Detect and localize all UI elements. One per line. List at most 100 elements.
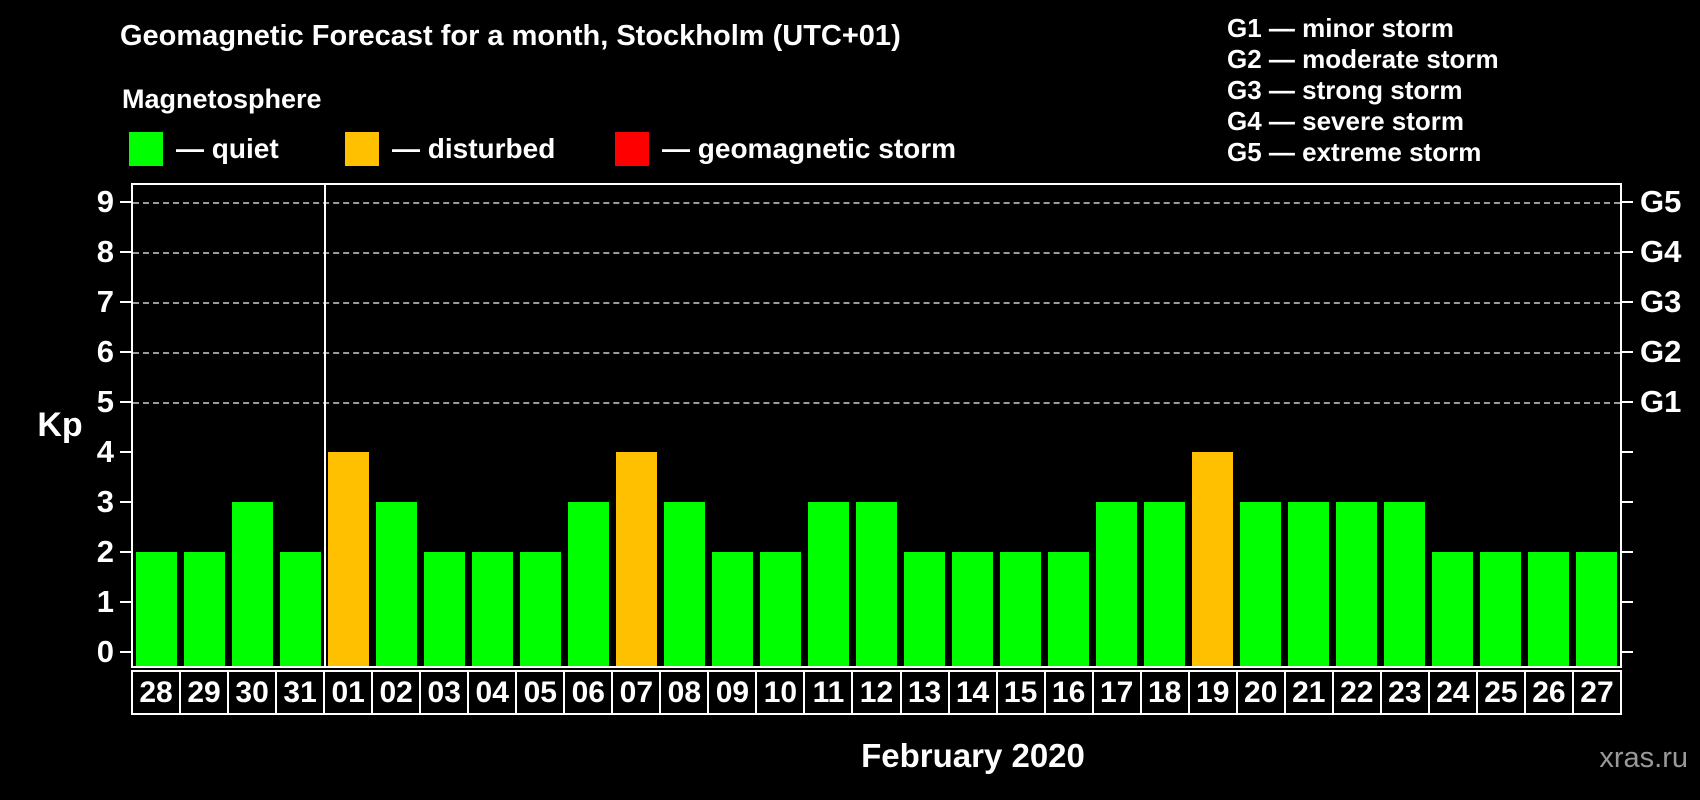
bar-18 (1143, 502, 1185, 666)
bar-27 (1575, 552, 1617, 666)
bar-05 (520, 552, 562, 666)
x-tick-label-05: 05 (517, 672, 566, 713)
bar-30 (232, 502, 274, 666)
x-tick-label-22: 22 (1334, 672, 1382, 713)
legend-label-disturbed: — disturbed (392, 133, 556, 164)
y-axis-tick-left (120, 651, 131, 653)
gridline-kp9 (133, 202, 1620, 204)
y-axis-tick-left (120, 551, 131, 553)
y-axis-tick-left (120, 601, 131, 603)
y-tick-label-6: 6 (96, 334, 114, 369)
y-tick-label-5: 5 (96, 384, 114, 419)
x-tick-label-08: 08 (661, 672, 710, 713)
y-axis-tick-right (1622, 251, 1633, 253)
y-tick-label-4: 4 (96, 434, 114, 469)
bar-13 (903, 552, 945, 666)
x-tick-label-24: 24 (1430, 672, 1478, 713)
y-axis-tick-left (120, 401, 131, 403)
x-tick-label-02: 02 (373, 672, 422, 713)
x-tick-label-20: 20 (1238, 672, 1286, 713)
y-tick-label-3: 3 (96, 484, 114, 519)
legend-label-storm: — geomagnetic storm (662, 133, 957, 164)
y-axis-tick-right (1622, 351, 1633, 353)
y-axis-tick-right (1622, 601, 1633, 603)
bar-20 (1239, 502, 1281, 666)
y-axis-tick-left (120, 301, 131, 303)
y-tick-label-1: 1 (96, 584, 114, 619)
bar-11 (808, 502, 850, 666)
x-tick-label-03: 03 (421, 672, 470, 713)
bar-23 (1383, 502, 1425, 666)
x-tick-label-29: 29 (181, 672, 230, 713)
x-tick-label-06: 06 (565, 672, 614, 713)
g-legend-item-g1: G1 — minor storm (1227, 13, 1454, 43)
y-axis-tick-right (1622, 401, 1633, 403)
x-tick-label-04: 04 (469, 672, 518, 713)
g-scale-legend: G1 — minor storm G2 — moderate storm G3 … (1227, 13, 1499, 168)
watermark: xras.ru (1599, 742, 1688, 774)
x-tick-label-16: 16 (1046, 672, 1094, 713)
chart-title: Geomagnetic Forecast for a month, Stockh… (120, 20, 901, 52)
y-axis-tick-left (120, 501, 131, 503)
bar-16 (1047, 552, 1089, 666)
bar-17 (1095, 502, 1137, 666)
x-tick-label-19: 19 (1190, 672, 1238, 713)
y-axis-tick-left (120, 251, 131, 253)
bar-06 (568, 502, 610, 666)
legend-item-storm: — geomagnetic storm (615, 132, 956, 166)
bar-12 (856, 502, 897, 666)
x-tick-label-17: 17 (1094, 672, 1142, 713)
bar-01 (328, 452, 370, 666)
legend-item-quiet: — quiet (129, 132, 279, 166)
y-axis-tick-right (1622, 501, 1633, 503)
y-axis-tick-right (1622, 301, 1633, 303)
g-legend-item-g3: G3 — strong storm (1227, 75, 1463, 105)
x-tick-label-21: 21 (1286, 672, 1334, 713)
bar-04 (472, 552, 514, 666)
legend-swatch-quiet (129, 132, 163, 166)
bar-21 (1287, 502, 1329, 666)
legend-swatch-disturbed (345, 132, 379, 166)
bar-03 (424, 552, 466, 666)
right-axis-label-g2: G2 (1640, 334, 1682, 369)
month-label: February 2020 (861, 737, 1085, 774)
bar-09 (712, 552, 754, 666)
x-tick-label-07: 07 (613, 672, 662, 713)
y-tick-label-2: 2 (96, 534, 114, 569)
bar-31 (280, 552, 322, 666)
bar-26 (1527, 552, 1569, 666)
x-tick-label-26: 26 (1526, 672, 1574, 713)
x-axis-labels: 28 29 30 31 01 02 03 04 05 06 07 08 09 10 11 12 13 14 15 16… (131, 670, 1622, 715)
bar-10 (760, 552, 802, 666)
y-tick-label-0: 0 (96, 634, 114, 669)
gridline-kp7 (133, 302, 1620, 304)
g-legend-item-g4: G4 — severe storm (1227, 106, 1465, 136)
gridline-kp8 (133, 252, 1620, 254)
x-tick-label-31: 31 (277, 672, 326, 713)
x-tick-label-14: 14 (950, 672, 998, 713)
x-tick-label-10: 10 (757, 672, 806, 713)
y-axis-tick-left (120, 451, 131, 453)
gridline-kp6 (133, 352, 1620, 354)
month-separator-line (323, 185, 326, 666)
right-axis-label-g4: G4 (1640, 234, 1682, 269)
right-axis-label-g1: G1 (1640, 384, 1682, 419)
bar-14 (951, 552, 993, 666)
plot-area (131, 183, 1622, 668)
y-axis-tick-right (1622, 201, 1633, 203)
x-tick-label-09: 09 (709, 672, 758, 713)
x-tick-label-01: 01 (325, 672, 374, 713)
legend-item-disturbed: — disturbed (345, 132, 555, 166)
y-axis-tick-right (1622, 551, 1633, 553)
y-axis-tick-right (1622, 651, 1633, 653)
x-tick-label-27: 27 (1580, 676, 1614, 709)
x-tick-label-30: 30 (229, 672, 278, 713)
bar-25 (1479, 552, 1521, 666)
bar-24 (1431, 552, 1473, 666)
g-legend-item-g5: G5 — extreme storm (1227, 137, 1482, 167)
right-axis-label-g5: G5 (1640, 184, 1682, 219)
bar-02 (376, 502, 418, 666)
y-axis-title: Kp (37, 406, 83, 444)
legend-title: Magnetosphere (122, 84, 322, 114)
